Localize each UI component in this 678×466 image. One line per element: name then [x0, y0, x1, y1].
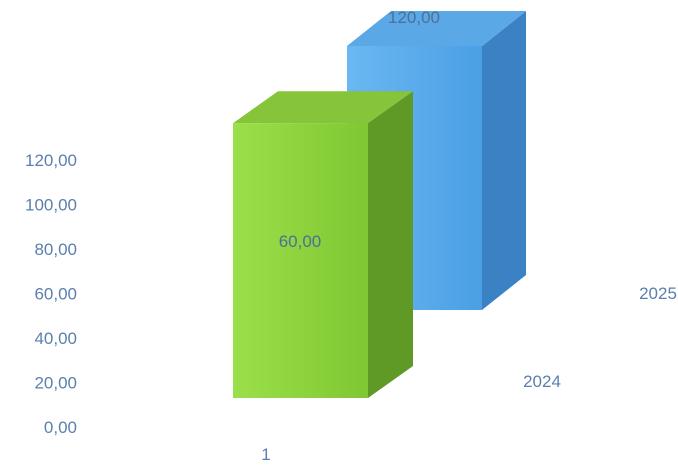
series-label-2025: 2025	[639, 284, 677, 303]
bar-side-face	[368, 91, 413, 398]
y-tick-label: 20,00	[34, 374, 77, 393]
x-category-label: 1	[261, 445, 270, 464]
y-axis: 0,00 20,00 40,00 60,00 80,00 100,00 120,00	[25, 151, 77, 437]
bar-top-face	[347, 11, 526, 46]
bar-side-face	[482, 11, 526, 310]
bar-top-face	[233, 91, 413, 124]
y-tick-label: 120,00	[25, 151, 77, 170]
y-tick-label: 60,00	[34, 285, 77, 304]
bars	[233, 11, 526, 398]
data-label-2024: 60,00	[279, 232, 322, 251]
y-tick-label: 80,00	[34, 240, 77, 259]
y-tick-label: 40,00	[34, 329, 77, 348]
data-label-2025: 120,00	[388, 8, 440, 27]
labels: 1 60,00 2024 120,00 2025	[261, 8, 677, 464]
bar-2024	[233, 91, 413, 398]
y-tick-label: 100,00	[25, 196, 77, 215]
bar-front-face	[233, 123, 368, 398]
y-tick-label: 0,00	[44, 418, 77, 437]
series-label-2024: 2024	[523, 372, 561, 391]
